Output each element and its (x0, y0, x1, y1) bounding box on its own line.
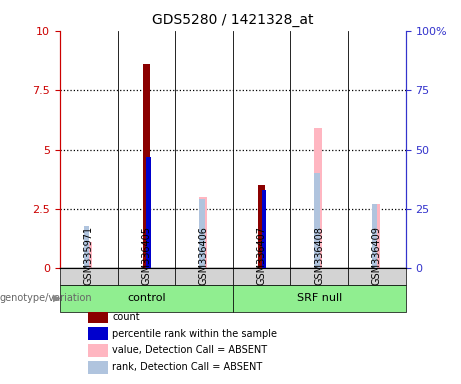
Bar (88, 327, 108, 340)
Bar (60, 285, 233, 311)
Bar (348, 268, 406, 285)
Text: GSM336407: GSM336407 (257, 226, 266, 285)
Bar (262, 190, 266, 268)
Text: GSM336408: GSM336408 (314, 226, 324, 285)
Bar (175, 268, 233, 285)
Bar (143, 64, 150, 268)
Text: GSM336405: GSM336405 (142, 226, 151, 285)
Bar (88, 310, 108, 323)
Bar (83, 242, 92, 268)
Bar (258, 185, 265, 268)
Bar (372, 204, 380, 268)
Text: percentile rank within the sample: percentile rank within the sample (112, 329, 278, 339)
Bar (60, 268, 118, 285)
Text: SRF null: SRF null (296, 293, 342, 303)
Bar (88, 344, 108, 357)
Text: control: control (127, 293, 165, 303)
Text: GSM336409: GSM336409 (372, 226, 382, 285)
Text: GSM335971: GSM335971 (84, 226, 94, 285)
Text: ▶: ▶ (53, 293, 60, 303)
Title: GDS5280 / 1421328_at: GDS5280 / 1421328_at (152, 13, 313, 27)
Bar (233, 285, 406, 311)
Bar (290, 268, 348, 285)
Bar (314, 128, 322, 268)
Bar (199, 197, 207, 268)
Bar (83, 225, 89, 268)
Text: count: count (112, 312, 140, 322)
Bar (314, 173, 320, 268)
Text: rank, Detection Call = ABSENT: rank, Detection Call = ABSENT (112, 362, 263, 372)
Text: value, Detection Call = ABSENT: value, Detection Call = ABSENT (112, 345, 267, 356)
Bar (88, 361, 108, 374)
Bar (146, 157, 150, 268)
Bar (233, 268, 290, 285)
Text: GSM336406: GSM336406 (199, 226, 209, 285)
Bar (372, 204, 378, 268)
Bar (118, 268, 175, 285)
Text: genotype/variation: genotype/variation (0, 293, 93, 303)
Bar (199, 199, 205, 268)
